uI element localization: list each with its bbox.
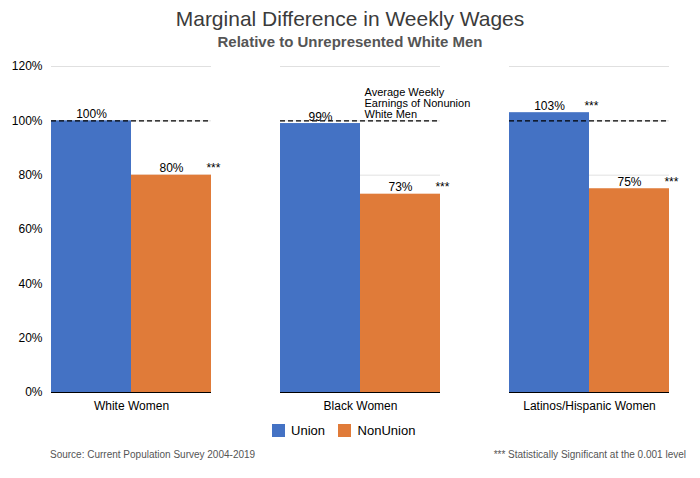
html-text:*** Statistically Significant: *** Statistically Significant at the 0.0… — [493, 449, 686, 460]
html-text:NonUnion: NonUnion — [357, 423, 416, 439]
svg-text:White Women: White Women — [94, 399, 169, 413]
svg-text:80%: 80% — [18, 168, 42, 182]
svg-text:103%: 103% — [534, 99, 565, 113]
html-text:Relative to Unrepresented Whit: Relative to Unrepresented White Men — [217, 33, 483, 50]
svg-text:100%: 100% — [76, 107, 107, 121]
svg-text:Black Women: Black Women — [324, 399, 398, 413]
svg-text:Latinos/Hispanic Women: Latinos/Hispanic Women — [523, 399, 656, 413]
svg-text:80%: 80% — [159, 161, 183, 175]
svg-text:120%: 120% — [12, 59, 43, 73]
svg-text:0%: 0% — [25, 385, 43, 399]
svg-text:20%: 20% — [18, 331, 42, 345]
svg-text:99%: 99% — [308, 110, 332, 124]
html-text:Marginal Difference in Weekly: Marginal Difference in Weekly Wages — [175, 7, 525, 30]
html-text:Union: Union — [291, 423, 326, 439]
svg-text:***: *** — [664, 175, 678, 189]
svg-text:100%: 100% — [12, 114, 43, 128]
svg-text:75%: 75% — [617, 175, 641, 189]
svg-text:60%: 60% — [18, 222, 42, 236]
svg-text:***: *** — [435, 180, 449, 194]
svg-text:Average WeeklyEarnings of Nonu: Average WeeklyEarnings of NonunionWhite … — [365, 86, 471, 120]
html-text:Source: Current Population Sur: Source: Current Population Survey 2004-2… — [50, 449, 256, 460]
svg-text:73%: 73% — [388, 180, 412, 194]
svg-text:***: *** — [206, 161, 220, 175]
svg-text:***: *** — [584, 99, 598, 113]
svg-text:40%: 40% — [18, 277, 42, 291]
